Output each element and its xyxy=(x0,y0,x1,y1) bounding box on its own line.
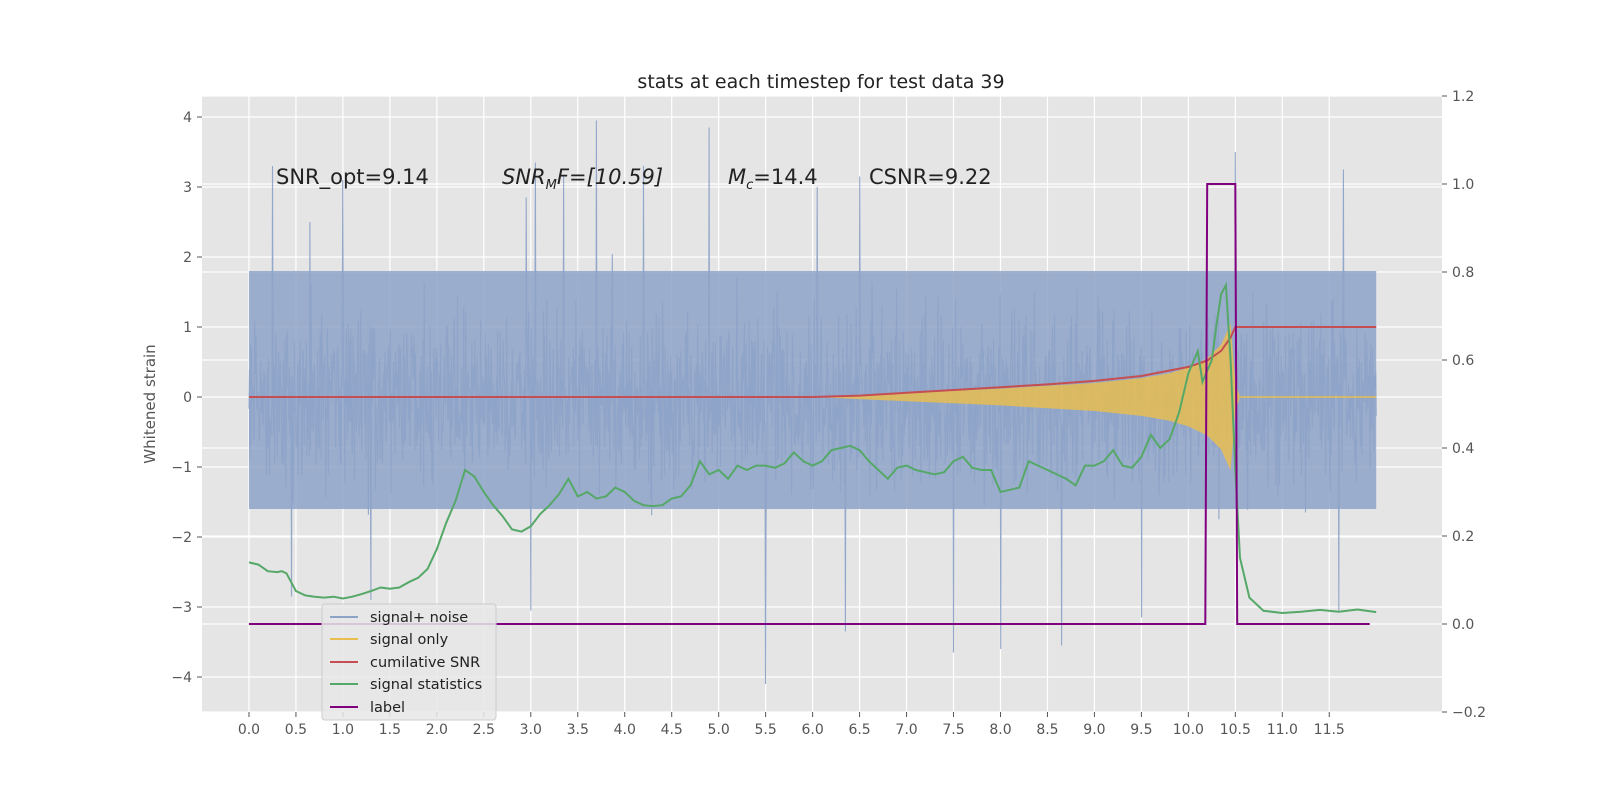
y-tick-label: −3 xyxy=(171,600,192,616)
x-tick-label: 7.5 xyxy=(942,722,964,738)
legend-label-cumulative-snr: cumilative SNR xyxy=(370,655,480,671)
x-tick-label: 5.5 xyxy=(755,722,777,738)
annotation-snr-mf: SNRMF=[10.59] xyxy=(502,165,663,193)
annotation-csnr: CSNR=9.22 xyxy=(869,165,992,189)
x-tick-label: 0.5 xyxy=(285,722,307,738)
line-label xyxy=(249,183,1370,625)
line-signal-statistics xyxy=(248,281,1377,615)
x-tick-label: 2.0 xyxy=(426,722,448,738)
chart-title: stats at each timestep for test data 39 xyxy=(637,71,1004,93)
x-tick-label: 1.5 xyxy=(379,722,401,738)
y2-tick-label: 0.0 xyxy=(1452,617,1474,633)
annotation-mc: Mc=14.4 xyxy=(728,165,818,193)
y2-tick-label: 0.6 xyxy=(1452,353,1474,369)
legend-label-signal-only: signal only xyxy=(370,632,449,648)
y-tick-label: 3 xyxy=(183,180,192,196)
x-tick-label: 9.5 xyxy=(1130,722,1152,738)
x-tick-label: 8.5 xyxy=(1036,722,1058,738)
y-tick-label: 0 xyxy=(183,390,192,406)
x-tick-label: 4.0 xyxy=(614,722,636,738)
y2-tick-label: 0.8 xyxy=(1452,265,1474,281)
legend: signal+ noise signal only cumilative SNR… xyxy=(321,603,497,721)
x-tick-label: 11.5 xyxy=(1314,722,1345,738)
x-tick-label: 6.5 xyxy=(848,722,870,738)
y-tick-label: 4 xyxy=(183,110,192,126)
y2-axis-ticks: −0.2 0.0 0.2 0.4 0.6 0.8 1.0 1.2 xyxy=(1442,89,1486,721)
series-lines xyxy=(248,183,1377,625)
x-tick-label: 2.5 xyxy=(473,722,495,738)
x-tick-label: 1.0 xyxy=(332,722,354,738)
x-tick-label: 9.0 xyxy=(1083,722,1105,738)
y-tick-label: 2 xyxy=(183,250,192,266)
y-tick-label: −4 xyxy=(171,670,192,686)
y-axis-label: Whitened strain xyxy=(141,344,159,463)
y-tick-label: 1 xyxy=(183,320,192,336)
series-signal-only xyxy=(812,323,1377,471)
annotation-snr-opt: SNR_opt=9.14 xyxy=(276,165,429,190)
x-tick-label: 7.0 xyxy=(895,722,917,738)
y-tick-label: −1 xyxy=(171,460,192,476)
x-axis-ticks: 0.0 0.5 1.0 1.5 2.0 2.5 3.0 3.5 4.0 4.5 5.0 5.5 6.0 6… xyxy=(238,712,1345,738)
x-tick-label: 11.0 xyxy=(1267,722,1298,738)
x-tick-label: 8.0 xyxy=(989,722,1011,738)
x-tick-label: 10.0 xyxy=(1173,722,1204,738)
x-tick-label: 3.0 xyxy=(520,722,542,738)
y2-tick-label: 0.4 xyxy=(1452,441,1474,457)
x-tick-label: 10.5 xyxy=(1220,722,1251,738)
x-tick-label: 4.5 xyxy=(661,722,683,738)
y-tick-label: −2 xyxy=(171,530,192,546)
legend-label-signal-noise: signal+ noise xyxy=(370,610,468,626)
y2-tick-label: −0.2 xyxy=(1452,705,1486,721)
legend-box xyxy=(321,603,497,721)
y-axis-ticks: −4 −3 −2 −1 0 1 2 3 4 xyxy=(171,110,202,686)
signal-only-area xyxy=(812,323,1377,471)
y2-tick-label: 1.0 xyxy=(1452,177,1474,193)
x-tick-label: 3.5 xyxy=(567,722,589,738)
legend-label-label: label xyxy=(370,700,405,716)
legend-label-signal-statistics: signal statistics xyxy=(370,677,482,693)
x-tick-label: 5.0 xyxy=(708,722,730,738)
x-tick-label: 0.0 xyxy=(238,722,260,738)
y2-tick-label: 0.2 xyxy=(1452,529,1474,545)
y2-tick-label: 1.2 xyxy=(1452,89,1474,105)
x-tick-label: 6.0 xyxy=(801,722,823,738)
line-cumulative-snr xyxy=(249,326,1377,398)
annotations: SNR_opt=9.14 SNRMF=[10.59] Mc=14.4 CSNR=… xyxy=(276,165,992,193)
